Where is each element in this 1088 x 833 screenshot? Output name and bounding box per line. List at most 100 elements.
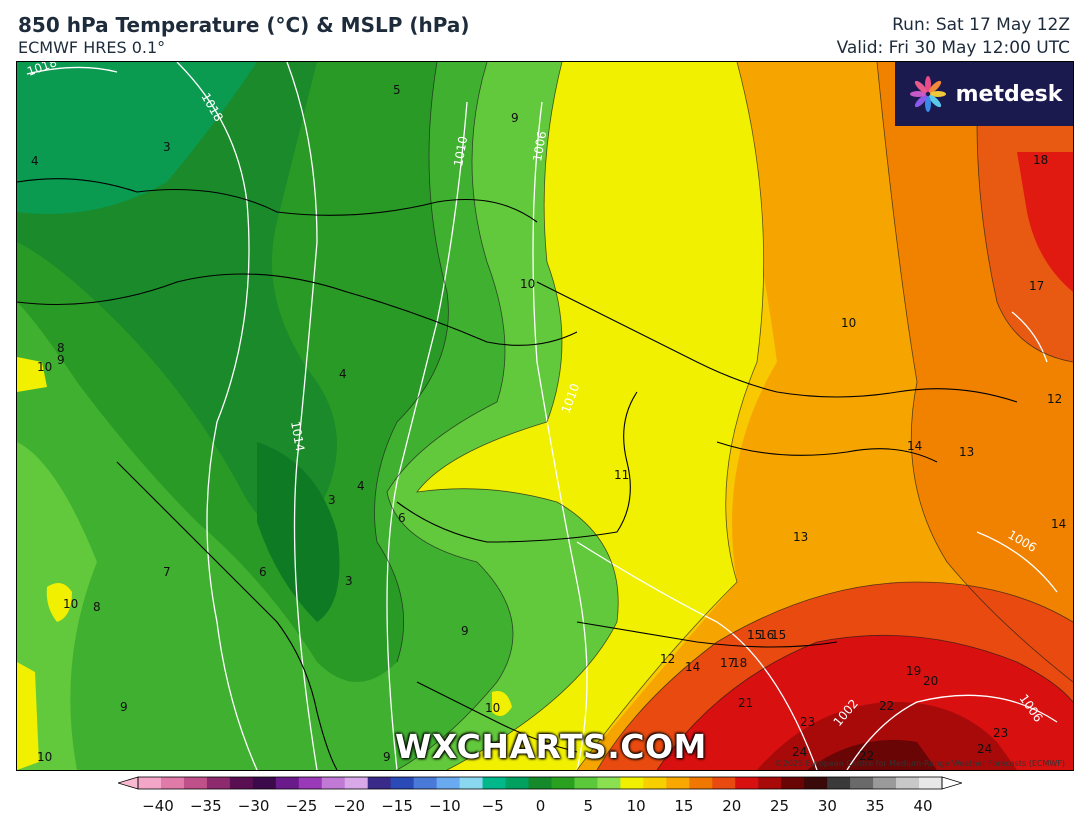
colorbar-tick-label: −25 xyxy=(285,797,318,815)
colorbar-tick-label: 40 xyxy=(913,797,933,815)
temp-label: 11 xyxy=(614,468,629,482)
temp-label: 13 xyxy=(959,445,974,459)
temp-label: 20 xyxy=(923,674,938,688)
temp-label: 14 xyxy=(907,439,922,453)
temp-label: 23 xyxy=(993,726,1008,740)
metdesk-logo-text: metdesk xyxy=(955,81,1063,107)
temp-label: 18 xyxy=(1033,153,1048,167)
colorbar-swatch xyxy=(781,777,805,789)
temp-label: 10 xyxy=(841,316,856,330)
colorbar-tick-label: 20 xyxy=(722,797,742,815)
colorbar-swatch xyxy=(344,777,369,789)
temp-label: 12 xyxy=(1047,392,1062,406)
colorbar-swatch xyxy=(735,777,759,789)
yellow-patch-adriatic xyxy=(46,583,72,622)
colorbar-tick-label: −20 xyxy=(333,797,366,815)
colorbar-swatch xyxy=(666,777,690,789)
temp-label: 7 xyxy=(163,565,171,579)
isobar-label: 1006 xyxy=(530,130,549,163)
temp-label: 17 xyxy=(720,656,735,670)
temp-label: 10 xyxy=(37,360,52,374)
copyright-notice: ©2025 European Centre for Medium-Range W… xyxy=(774,759,1065,768)
colorbar-swatch xyxy=(298,777,323,789)
temp-label: 8 xyxy=(93,600,101,614)
temp-label: 8 xyxy=(57,341,65,355)
temperature-contours xyxy=(374,62,1073,770)
colorbar-swatch xyxy=(896,777,920,789)
run-time: Run: Sat 17 May 12Z xyxy=(892,15,1070,35)
temp-label: 4 xyxy=(339,367,347,381)
temp-label: 9 xyxy=(461,624,469,638)
colorbar-swatch xyxy=(229,777,254,789)
isobar-labels: 1018 1018 1010 1006 1014 1010 1006 1002 … xyxy=(25,62,1045,729)
temp-label: 6 xyxy=(398,511,406,525)
temp-label: 9 xyxy=(511,111,519,125)
colorbar-swatch xyxy=(689,777,713,789)
colorbar-swatch xyxy=(551,777,575,789)
colorbar-swatch xyxy=(597,777,621,789)
teal-green-north xyxy=(17,62,257,214)
chart-title: 850 hPa Temperature (°C) & MSLP (hPa) xyxy=(18,13,470,37)
colorbar-ticks: −40 −35 −30 −25 −20 −15 −10 −5 0 5 10 15 20 25 30 35 40 xyxy=(0,797,1088,817)
map-canvas: 3 4 5 9 10 8 9 10 4 3 4 6 7 6 3 10 8 9 9… xyxy=(17,62,1073,770)
temp-label: 4 xyxy=(357,479,365,493)
temp-label: 9 xyxy=(57,353,65,367)
colorbar-swatch xyxy=(413,777,438,789)
colorbar-arrow-right xyxy=(941,776,962,790)
colorbar-swatch xyxy=(252,777,277,789)
temp-label: 6 xyxy=(259,565,267,579)
temp-label: 10 xyxy=(520,277,535,291)
temp-label: 14 xyxy=(1051,517,1066,531)
temp-label: 15 xyxy=(747,628,762,642)
yellow-patch-sw xyxy=(17,662,39,770)
metdesk-logo[interactable]: metdesk xyxy=(895,62,1073,126)
colorbar-swatch xyxy=(367,777,392,789)
colorbar-swatch xyxy=(138,777,162,789)
temp-label: 23 xyxy=(800,715,815,729)
dark-green-core xyxy=(257,442,340,622)
temp-label: 22 xyxy=(879,699,894,713)
temp-label: 10 xyxy=(485,701,500,715)
colorbar-swatch xyxy=(436,777,461,789)
colorbar-swatch xyxy=(528,777,552,789)
colorbar-tick-label: 30 xyxy=(817,797,837,815)
colorbar-tick-label: 0 xyxy=(535,797,546,815)
temp-label: 21 xyxy=(738,696,753,710)
weather-map[interactable]: 3 4 5 9 10 8 9 10 4 3 4 6 7 6 3 10 8 9 9… xyxy=(16,61,1074,771)
temperature-colorbar xyxy=(118,776,962,790)
temperature-labels: 3 4 5 9 10 8 9 10 4 3 4 6 7 6 3 10 8 9 9… xyxy=(31,83,1066,764)
colorbar-swatch xyxy=(275,777,300,789)
model-name: ECMWF HRES 0.1° xyxy=(18,38,166,57)
temp-label: 19 xyxy=(906,664,921,678)
colorbar-swatch xyxy=(183,777,208,789)
coastlines-borders xyxy=(17,178,1018,770)
temp-label: 18 xyxy=(732,656,747,670)
colorbar-tick-label: 25 xyxy=(770,797,790,815)
colorbar-tick-label: −30 xyxy=(237,797,270,815)
temp-label: 3 xyxy=(163,140,171,154)
metdesk-flower-icon xyxy=(909,76,946,112)
temp-label: 10 xyxy=(63,597,78,611)
colorbar-swatch xyxy=(873,777,897,789)
colorbar-tick-label: −15 xyxy=(381,797,413,815)
yellow-band xyxy=(417,62,764,770)
colorbar-swatch xyxy=(505,777,530,789)
colorbar-swatch xyxy=(850,777,874,789)
colorbar-swatch xyxy=(321,777,346,789)
temp-label: 5 xyxy=(393,83,401,97)
temp-label: 4 xyxy=(31,154,39,168)
yellow-patch-west xyxy=(17,357,47,392)
colorbar-swatch xyxy=(160,777,185,789)
temp-label: 24 xyxy=(792,745,807,759)
colorbar-tick-label: −40 xyxy=(142,797,174,815)
red-east xyxy=(1017,152,1073,292)
temp-label: 3 xyxy=(328,493,336,507)
colorbar-arrow-left xyxy=(118,776,139,790)
colorbar-swatch xyxy=(643,777,667,789)
colorbar-tick-label: −35 xyxy=(189,797,222,815)
temp-label: 10 xyxy=(37,750,52,764)
temp-label: 22 xyxy=(859,749,874,763)
colorbar-swatch xyxy=(390,777,415,789)
colorbar-swatch xyxy=(919,777,943,789)
colorbar-swatch xyxy=(758,777,782,789)
